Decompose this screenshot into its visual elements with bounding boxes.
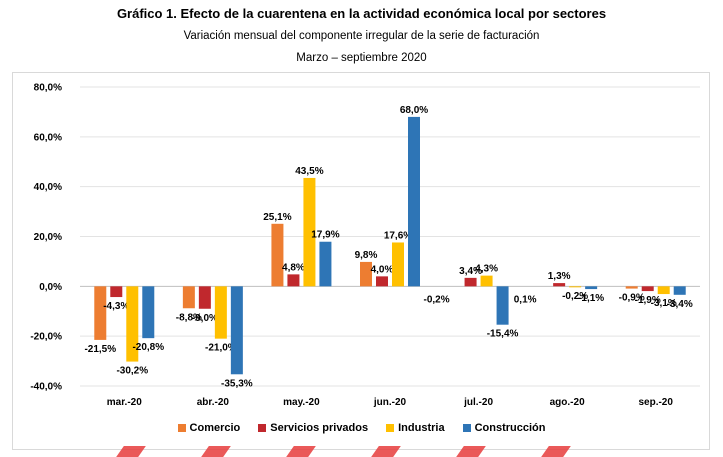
chart-title: Gráfico 1. Efecto de la cuarentena en la… — [116, 6, 607, 21]
legend-label-servicios: Servicios privados — [270, 422, 369, 434]
y-tick-label: -20,0% — [30, 332, 62, 343]
bar-servicios-privados — [553, 283, 566, 287]
bar-industria — [657, 286, 670, 295]
bar-servicios-privados — [287, 274, 300, 287]
data-label: 43,5% — [295, 166, 323, 177]
bar-industria — [303, 177, 316, 287]
bar-servicios-privados — [464, 277, 477, 287]
legend-item-comercio: Comercio — [177, 422, 241, 434]
data-label: 3,4% — [459, 266, 482, 277]
data-label: 17,6% — [384, 230, 412, 241]
bar-industria — [126, 286, 139, 362]
bar-industria — [392, 242, 404, 287]
bar-servicios-privados — [198, 286, 211, 309]
bar-construcción — [319, 241, 332, 287]
y-tick-label: 0,0% — [39, 282, 62, 293]
bar-construcción — [496, 286, 509, 325]
x-tick-label: may.-20 — [283, 397, 320, 408]
data-label: -15,4% — [487, 329, 519, 340]
decorative-stripes — [0, 446, 723, 457]
chart-panel — [12, 72, 710, 450]
legend-swatch-industria — [386, 424, 395, 432]
legend-swatch-construccion — [462, 424, 471, 432]
legend-item-servicios: Servicios privados — [258, 422, 368, 434]
data-label: 9,8% — [355, 250, 378, 261]
data-label: -0,2% — [562, 291, 588, 302]
x-tick-label: jun.-20 — [373, 397, 407, 408]
bar-comercio — [360, 261, 372, 287]
y-tick-label: 80,0% — [34, 83, 62, 94]
bar-construcción — [142, 286, 155, 339]
data-label: 4,0% — [371, 264, 394, 275]
stripe — [286, 446, 316, 457]
bar-construcción — [230, 286, 243, 375]
bar-servicios-privados — [110, 286, 123, 298]
data-label: -30,2% — [116, 366, 148, 377]
bar-construcción — [408, 116, 420, 287]
data-label: 1,3% — [548, 271, 571, 282]
data-label: 17,9% — [311, 230, 339, 241]
bar-comercio — [94, 286, 107, 340]
x-tick-label: jul.-20 — [463, 397, 493, 408]
bar-industria — [569, 286, 582, 288]
x-tick-label: ago.-20 — [550, 397, 585, 408]
data-label: -1,9% — [635, 295, 661, 306]
bar-industria — [480, 275, 493, 287]
stripe — [456, 446, 486, 457]
data-label: 4,3% — [475, 264, 498, 275]
y-tick-label: 20,0% — [34, 232, 62, 243]
data-label: 25,1% — [263, 212, 291, 223]
legend-label-construccion: Construcción — [474, 422, 546, 434]
data-label: -0,9% — [619, 293, 645, 304]
x-tick-label: abr.-20 — [197, 397, 230, 408]
data-label: -20,8% — [132, 342, 164, 353]
legend-label-industria: Industria — [398, 422, 445, 434]
chart-subtitle: Variación mensual del componente irregul… — [183, 30, 540, 42]
y-tick-label: 40,0% — [34, 182, 62, 193]
data-label: -8,8% — [176, 312, 202, 323]
legend-item-industria: Industria — [386, 422, 445, 434]
legend-swatch-servicios — [258, 424, 267, 432]
x-tick-label: mar.-20 — [107, 397, 142, 408]
data-label: -1,1% — [578, 293, 604, 304]
bar-comercio — [182, 286, 195, 309]
chart-period: Marzo – septiembre 2020 — [296, 52, 427, 64]
data-label: -3,4% — [667, 299, 693, 310]
x-tick-label: sep.-20 — [638, 397, 673, 408]
data-label: -9,0% — [192, 313, 218, 324]
data-label: -3,1% — [651, 298, 677, 309]
data-label: 0,1% — [514, 294, 537, 305]
data-label: -21,0% — [205, 343, 237, 354]
data-label: -21,5% — [84, 344, 116, 355]
y-tick-label: -40,0% — [30, 382, 62, 393]
bar-servicios-privados — [641, 286, 654, 292]
bar-comercio — [271, 223, 284, 287]
legend: Comercio Servicios privados Industria Co… — [0, 422, 723, 434]
stripe — [116, 446, 146, 457]
legend-item-construccion: Construcción — [462, 422, 546, 434]
bar-industria — [214, 286, 227, 339]
bar-servicios-privados — [376, 276, 388, 287]
y-tick-label: 60,0% — [34, 132, 62, 143]
stripe — [371, 446, 401, 457]
stripe — [541, 446, 571, 457]
bar-construcción — [585, 286, 598, 290]
legend-swatch-comercio — [177, 424, 186, 432]
bar-construcción — [673, 286, 686, 295]
stripe — [201, 446, 231, 457]
data-label: 68,0% — [400, 105, 428, 116]
bar-comercio — [625, 286, 638, 289]
data-label: 4,8% — [282, 262, 305, 273]
data-label: -35,3% — [221, 378, 253, 389]
data-label: -0,2% — [424, 294, 450, 305]
data-label: -4,3% — [103, 301, 129, 312]
legend-label-comercio: Comercio — [189, 422, 241, 434]
